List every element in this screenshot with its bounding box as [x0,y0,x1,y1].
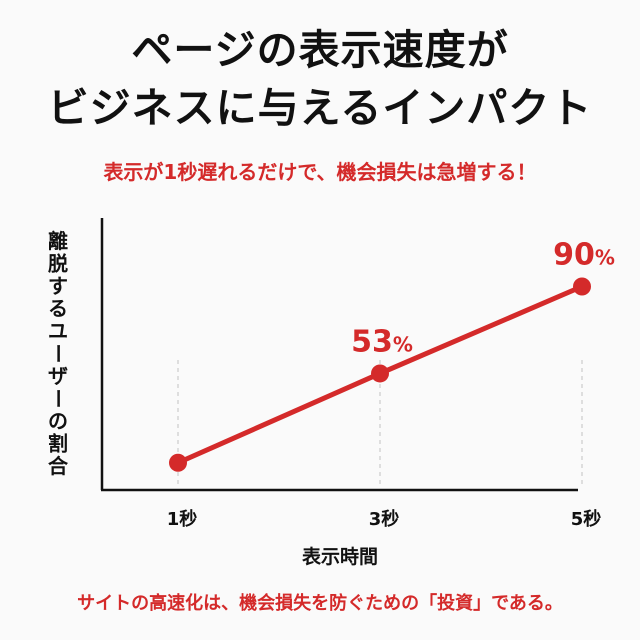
data-point-1 [169,453,187,472]
data-point-2 [371,364,389,383]
subtitle: 表示が1秒遅れるだけで、機会損失は急増する！ [103,160,537,184]
y-label-char-3: す [48,274,68,298]
data-label-2: 53% [351,324,413,359]
y-label-char-2: 脱 [48,252,68,276]
x-tick-label-1: 1秒 [167,508,198,530]
page-title-line-2: ビジネスに与えるインパクト [47,84,593,132]
data-point-3 [573,277,591,296]
x-tick-label-2: 3秒 [369,508,400,530]
y-label-char-5: ユ [48,319,68,343]
x-axis-label: 表示時間 [302,545,378,568]
y-label-char-10: 割 [48,432,68,456]
chart-series [169,277,591,472]
y-label-char-11: 合 [48,454,69,478]
page-title-line-1: ページの表示速度が [131,26,509,74]
y-label-char-8: ー [46,389,70,409]
data-label-3: 90% [553,238,615,273]
y-label-char-7: ザ [48,364,68,388]
y-label-char-1: 離 [48,229,68,253]
x-tick-label-3: 5秒 [571,508,602,530]
y-label-char-4: る [48,297,68,321]
y-label-char-6: ー [46,344,70,364]
y-label-char-9: の [48,409,68,433]
chart-data-labels: 53% 90% [351,238,615,360]
footer-note: サイトの高速化は、機会損失を防ぐための「投資」である。 [77,593,563,614]
chart-x-ticks: 1秒 3秒 5秒 [167,508,602,530]
